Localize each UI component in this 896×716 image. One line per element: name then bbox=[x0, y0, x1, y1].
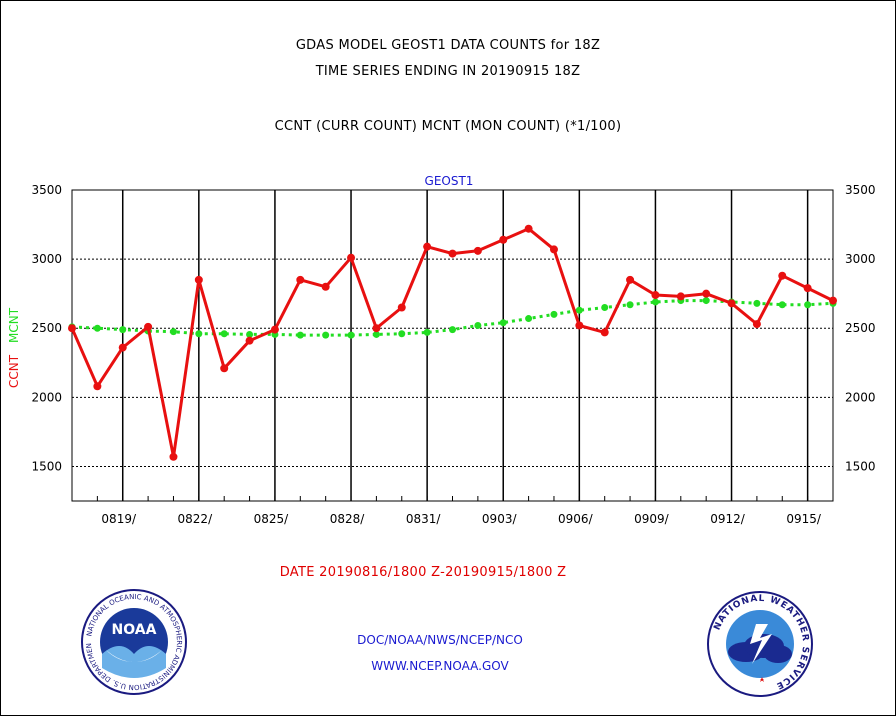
data-point-ccnt bbox=[829, 296, 837, 305]
data-point-mcnt bbox=[550, 310, 558, 318]
data-point-mcnt bbox=[474, 321, 482, 329]
data-point-ccnt bbox=[676, 292, 685, 301]
data-point-ccnt bbox=[702, 289, 711, 298]
data-point-mcnt bbox=[195, 330, 203, 338]
data-point-ccnt bbox=[144, 322, 153, 331]
grid bbox=[72, 190, 833, 501]
x-tick-label: 0819/ bbox=[101, 512, 137, 526]
series-line-ccnt bbox=[70, 227, 834, 459]
data-point-ccnt bbox=[803, 284, 812, 293]
data-point-ccnt bbox=[347, 253, 356, 262]
y-tick-label-right: 1500 bbox=[845, 459, 876, 473]
data-point-ccnt bbox=[651, 291, 660, 300]
y-tick-label-right: 2000 bbox=[845, 390, 876, 404]
data-point-ccnt bbox=[194, 275, 203, 284]
y-tick-label-right: 2500 bbox=[845, 321, 876, 335]
x-tick-labels: 0819/0822/0825/0828/0831/0903/0906/0909/… bbox=[101, 512, 821, 526]
data-point-mcnt bbox=[322, 331, 330, 339]
page-title: GDAS MODEL GEOST1 DATA COUNTS for 18Z bbox=[295, 38, 601, 53]
data-point-mcnt bbox=[220, 330, 228, 338]
data-point-ccnt bbox=[372, 324, 381, 333]
x-tick-label: 0828/ bbox=[330, 512, 366, 526]
data-point-mcnt bbox=[398, 330, 406, 338]
y-tick-label-left: 1500 bbox=[31, 459, 62, 473]
data-point-mcnt bbox=[651, 298, 659, 306]
data-point-mcnt bbox=[296, 331, 304, 339]
data-point-ccnt bbox=[473, 246, 482, 255]
y-tick-label-left: 3000 bbox=[31, 252, 62, 266]
y-tick-label-left: 2000 bbox=[31, 390, 62, 404]
x-tick-label: 0909/ bbox=[634, 512, 670, 526]
data-point-ccnt bbox=[220, 364, 229, 373]
data-point-mcnt bbox=[601, 303, 609, 311]
data-point-ccnt bbox=[575, 321, 584, 330]
data-point-ccnt bbox=[727, 299, 736, 308]
data-point-ccnt bbox=[423, 242, 432, 251]
data-point-mcnt bbox=[423, 328, 431, 336]
y-axis-label-ccnt: CCNT bbox=[7, 354, 21, 388]
data-point-ccnt bbox=[448, 249, 457, 258]
data-point-mcnt bbox=[626, 301, 634, 309]
data-point-ccnt bbox=[524, 224, 533, 233]
data-point-mcnt bbox=[778, 301, 786, 309]
series-layer bbox=[68, 224, 837, 461]
data-point-mcnt bbox=[499, 319, 507, 327]
x-tick-label: 0903/ bbox=[482, 512, 518, 526]
data-point-mcnt bbox=[525, 315, 533, 323]
axes bbox=[71, 189, 834, 502]
data-point-ccnt bbox=[626, 275, 635, 284]
series-ccnt bbox=[68, 224, 837, 461]
credit-line-1: DOC/NOAA/NWS/NCEP/NCO bbox=[357, 633, 523, 647]
chart-title: GEOST1 bbox=[425, 174, 474, 188]
y-tick-label-left: 3500 bbox=[31, 183, 62, 197]
page-subtitle: TIME SERIES ENDING IN 20190915 18Z bbox=[315, 64, 581, 79]
date-range: DATE 20190816/1800 Z-20190915/1800 Z bbox=[279, 565, 567, 580]
data-point-mcnt bbox=[119, 326, 127, 334]
noaa-logo: NATIONAL OCEANIC AND ATMOSPHERIC ADMINIS… bbox=[77, 582, 188, 700]
data-point-ccnt bbox=[296, 275, 305, 284]
data-point-mcnt bbox=[702, 297, 710, 305]
data-point-ccnt bbox=[68, 324, 76, 333]
noaa-label: NOAA bbox=[112, 622, 157, 638]
x-tick-label: 0822/ bbox=[178, 512, 214, 526]
plot-frame bbox=[71, 189, 834, 502]
data-point-ccnt bbox=[397, 303, 406, 312]
data-point-ccnt bbox=[169, 452, 178, 461]
y-tick-label-right: 3500 bbox=[845, 183, 876, 197]
data-point-ccnt bbox=[93, 382, 102, 391]
y-tick-label-right: 3000 bbox=[845, 252, 876, 266]
data-point-ccnt bbox=[600, 328, 609, 337]
data-point-ccnt bbox=[118, 343, 127, 352]
nws-logo: NATIONAL WEATHER SERVICE bbox=[706, 590, 814, 702]
data-point-mcnt bbox=[372, 330, 380, 338]
credit-line-2: WWW.NCEP.NOAA.GOV bbox=[371, 659, 509, 673]
data-point-mcnt bbox=[575, 306, 583, 314]
data-point-ccnt bbox=[270, 325, 279, 334]
data-point-ccnt bbox=[245, 336, 254, 345]
x-tick-label: 0912/ bbox=[710, 512, 746, 526]
data-point-ccnt bbox=[752, 320, 761, 329]
data-point-mcnt bbox=[449, 326, 456, 334]
y-tick-label-left: 2500 bbox=[31, 321, 62, 335]
y-tick-labels: 1500 1500 2000 2000 2500 2500 3000 3000 3500 3500 bbox=[31, 183, 875, 473]
data-point-ccnt bbox=[499, 235, 508, 244]
data-point-mcnt bbox=[804, 301, 812, 309]
series-mcnt bbox=[68, 297, 837, 339]
data-point-mcnt bbox=[347, 331, 355, 339]
data-point-mcnt bbox=[93, 324, 101, 332]
x-tick-label: 0915/ bbox=[786, 512, 822, 526]
data-point-ccnt bbox=[778, 271, 787, 280]
series-description: CCNT (CURR COUNT) MCNT (MON COUNT) (*1/1… bbox=[274, 119, 622, 134]
x-tick-label: 0906/ bbox=[558, 512, 594, 526]
data-point-mcnt bbox=[169, 328, 177, 336]
data-point-ccnt bbox=[549, 245, 558, 254]
data-point-ccnt bbox=[321, 282, 330, 291]
data-point-mcnt bbox=[246, 330, 254, 338]
x-tick-label: 0825/ bbox=[254, 512, 290, 526]
x-tick-label: 0831/ bbox=[406, 512, 442, 526]
data-point-mcnt bbox=[753, 299, 761, 307]
y-axis-label-mcnt: MCNT bbox=[7, 307, 21, 343]
